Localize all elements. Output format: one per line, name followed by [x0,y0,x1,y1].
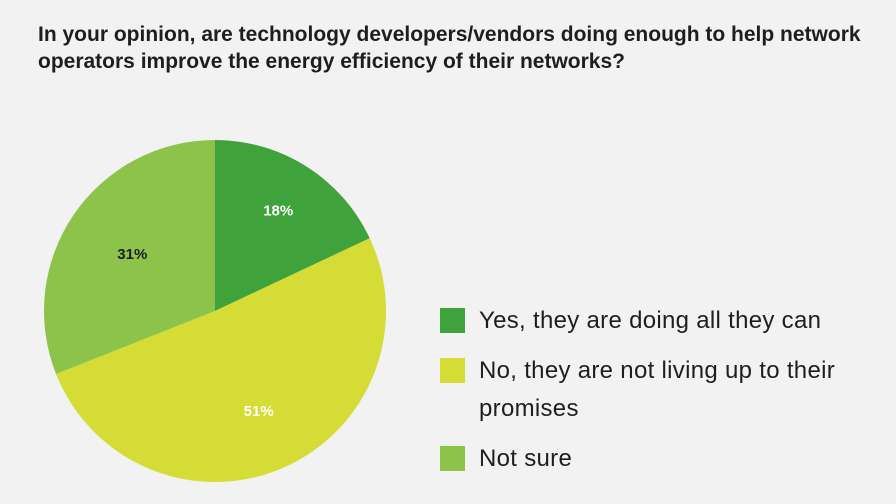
legend-swatch-not-sure [440,446,465,471]
chart-title: In your opinion, are technology develope… [38,23,861,73]
legend-item-not-sure: Not sure [440,440,880,478]
pie-label-no: 51% [244,403,274,420]
legend-swatch-no [440,358,465,383]
legend-label-not-sure: Not sure [479,445,573,472]
legend-item-no: No, they are not living up to their prom… [440,352,880,428]
legend-label-no: No, they are not living up to their prom… [479,357,836,422]
pie-label-yes: 18% [263,202,293,219]
pie-slice-no [56,238,386,482]
legend-swatch-yes [440,308,465,333]
legend-item-yes: Yes, they are doing all they can [440,302,880,340]
pie-label-not-sure: 31% [117,246,147,263]
legend: Yes, they are doing all they can No, the… [440,302,880,490]
pie-slice-not-sure [43,140,215,374]
pie-slice-yes [215,140,370,311]
legend-label-yes: Yes, they are doing all they can [479,307,822,334]
